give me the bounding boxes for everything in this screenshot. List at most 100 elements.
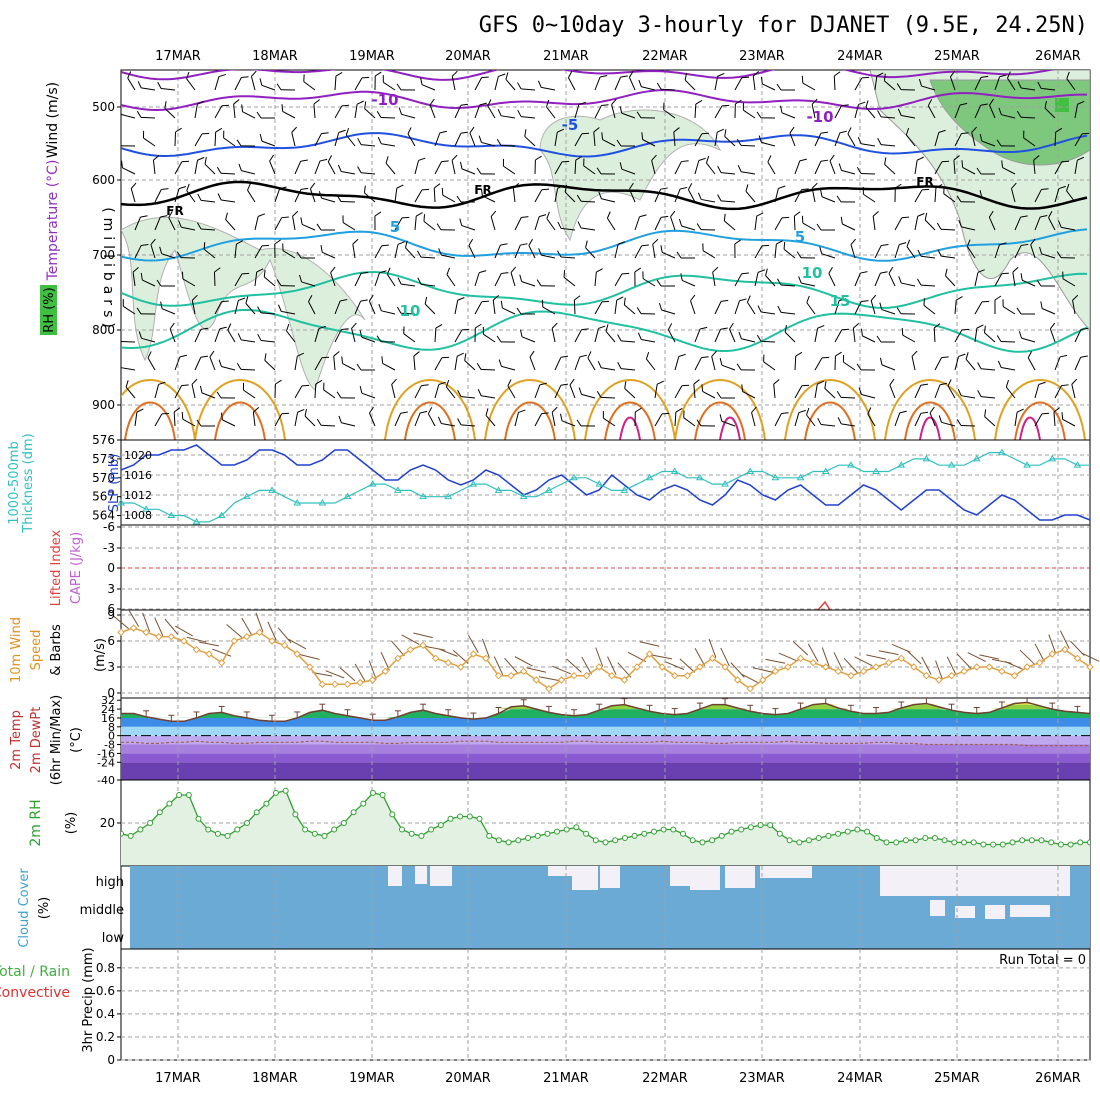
wind-barb — [877, 138, 896, 147]
wind-barb-flag — [563, 270, 566, 278]
wind-barb — [814, 159, 829, 175]
wind-barb-flag — [872, 210, 879, 217]
wind-barb-flag — [660, 245, 663, 253]
wind-barb-staff — [1041, 253, 1056, 259]
wind-barb-flag — [456, 352, 464, 357]
wind-barb-staff — [234, 300, 239, 315]
wind-barb-flag — [381, 356, 384, 364]
wind-barb — [457, 390, 476, 399]
cloud-level-middle: middle — [80, 903, 124, 918]
wind10-barb-staff — [607, 656, 617, 675]
wind-barb-staff — [960, 424, 976, 427]
wind10-barb-staff — [935, 660, 943, 680]
wind-barb-staff — [621, 368, 636, 371]
wind-barb-staff — [954, 133, 962, 147]
wind-barb-flag — [675, 407, 683, 413]
wind-barb — [697, 192, 716, 203]
wind-barb — [754, 212, 764, 231]
wind-barb-flag — [286, 323, 290, 332]
wind-barb-flag — [894, 183, 902, 189]
wind-barb-flag — [386, 267, 391, 275]
wind-barb-flag — [652, 238, 659, 245]
wind-barb — [354, 100, 364, 119]
wind-barb — [614, 75, 628, 91]
wind-barb-flag — [778, 185, 786, 189]
wind-barb-staff — [282, 110, 296, 119]
wind-barb — [1054, 354, 1068, 371]
wind-barb — [567, 71, 576, 91]
wind-barb-flag — [941, 160, 950, 163]
wind-barb — [1023, 130, 1036, 147]
temp-contour-30 — [919, 416, 941, 440]
bottom-date-label: 26MAR — [1035, 1071, 1081, 1086]
wind-barb-flag — [593, 127, 600, 133]
wind-barb — [191, 294, 198, 315]
wind10-barb — [199, 641, 220, 647]
wind-barb — [690, 294, 696, 315]
wind-barb-flag — [356, 100, 364, 105]
temp-band — [121, 762, 1090, 780]
wind10-barb-staff — [639, 641, 660, 647]
wind-barb-staff — [1030, 244, 1036, 259]
wind-barb-staff — [247, 189, 256, 203]
wind-barb-staff — [947, 385, 956, 399]
wind-barb — [216, 166, 236, 175]
wind-barb-staff — [168, 217, 176, 231]
wind-speed-marker — [318, 680, 327, 689]
wind-barb — [974, 269, 985, 287]
wind-barb — [1066, 183, 1076, 203]
wind-barb-flag — [1021, 243, 1029, 246]
wind-barb-flag — [941, 356, 949, 359]
wind-barb — [834, 298, 847, 315]
wind-barb-staff — [1005, 386, 1016, 399]
wind-barb — [958, 219, 976, 231]
wind-barb — [834, 104, 849, 119]
wind-barb — [994, 74, 1007, 91]
wind-barb-flag — [181, 160, 190, 163]
contour-label: 5 — [795, 228, 805, 246]
wind10-barb — [299, 654, 320, 660]
wind-barb-staff — [1074, 160, 1078, 175]
wind-barb-staff — [574, 133, 583, 147]
wind-barb-flag — [629, 182, 634, 190]
wind-barb-staff — [652, 244, 656, 259]
wind10-barb-staff — [1048, 634, 1057, 654]
y-tick-label: 6 — [107, 602, 115, 616]
rh-marker — [873, 835, 880, 841]
wind10-barb-staff — [482, 638, 490, 658]
y-tick-label: 564 — [92, 509, 115, 523]
wind-barb — [434, 323, 443, 343]
wind-barb-staff — [1072, 300, 1076, 315]
wind10-barb — [639, 641, 660, 647]
wind-barb-flag — [496, 138, 502, 146]
wind-barb — [594, 268, 603, 287]
wind-barb-flag — [761, 244, 770, 247]
wind-barb — [225, 212, 236, 231]
wind-barb-staff — [514, 217, 522, 231]
top-date-label: 24MAR — [837, 49, 883, 64]
wind-barb-flag — [160, 215, 168, 218]
wind10-barb-staff — [401, 634, 420, 645]
wind10-barb — [854, 656, 873, 667]
wind-barb-flag — [315, 379, 323, 385]
rh-marker — [156, 809, 163, 816]
wind-barb — [494, 243, 508, 259]
wind-barb-flag — [933, 323, 941, 329]
wind-barb-flag — [557, 250, 562, 258]
y-tick-label: 0 — [107, 1053, 115, 1067]
wind-barb-flag — [880, 271, 888, 274]
wind-barb — [842, 354, 856, 371]
rh-marker — [466, 813, 473, 820]
wind-barb-staff — [534, 216, 540, 231]
wind-barb — [174, 384, 189, 399]
wind-barb — [628, 70, 636, 91]
wind-barb — [150, 238, 156, 259]
wind-barb-staff — [546, 106, 556, 119]
wind-speed-marker — [872, 663, 880, 671]
wind-barb — [645, 351, 656, 371]
wind-barb — [1018, 331, 1036, 343]
wind-barb-flag — [336, 195, 342, 202]
wind-barb-staff — [551, 412, 556, 427]
wind10-barb — [277, 627, 292, 644]
wind-barb-flag — [861, 300, 869, 302]
